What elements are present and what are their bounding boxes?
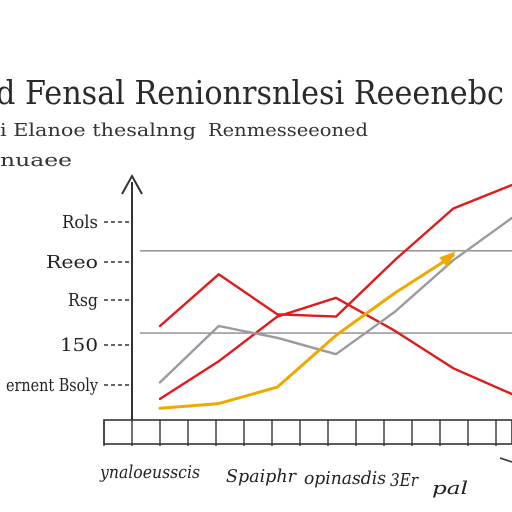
y-tick-label: 150 xyxy=(60,335,98,356)
subtitle-left: i Elanoe thesalnng xyxy=(0,120,196,141)
y-tick-label: Rols xyxy=(62,212,98,233)
tick-labels: Rols Reeo Rsg 150 ernent Bsoly ynaloeusscis Sp… xyxy=(6,212,468,499)
series-line-3 xyxy=(158,216,512,384)
x-tick-label: opinasdis xyxy=(304,468,386,489)
series-line-2 xyxy=(158,296,512,401)
y-tick-label: Rsg xyxy=(68,290,98,311)
x-tick-label: 3Er xyxy=(390,470,419,491)
chart-title: d Fensal Renionrsnlesi Reeenebc xyxy=(0,73,504,112)
axes xyxy=(103,173,512,463)
x-tick-label: pal xyxy=(432,478,468,499)
series-arrowhead xyxy=(439,251,456,268)
series xyxy=(158,183,512,410)
side-label: nuaee xyxy=(0,150,72,171)
x-tick-label: ynaloeusscis xyxy=(99,462,200,483)
series-line-4 xyxy=(158,254,455,410)
y-axis-arrow xyxy=(121,173,143,195)
x-axis-tail xyxy=(499,457,512,463)
x-axis-strip xyxy=(103,419,512,445)
series-line-1 xyxy=(158,183,512,328)
y-tick-label: ernent Bsoly xyxy=(6,375,99,396)
x-tick-label: Spaiphr xyxy=(226,466,297,487)
reference-lines xyxy=(140,250,512,334)
y-tick-label: Reeo xyxy=(46,252,98,273)
subtitle-right: Renmesseeoned xyxy=(208,120,368,141)
